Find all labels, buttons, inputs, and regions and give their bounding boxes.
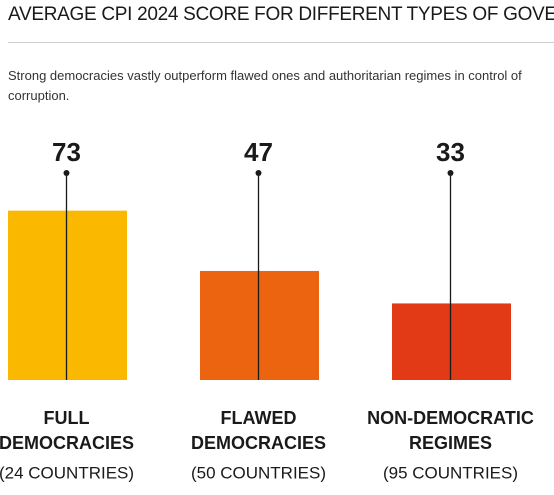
- category-label: FULL: [44, 408, 90, 428]
- leader-dot: [255, 170, 262, 176]
- category-label: REGIMES: [409, 433, 492, 453]
- chart-subtitle: Strong democracies vastly outperform fla…: [8, 68, 522, 103]
- category-note: (95 COUNTRIES): [383, 463, 518, 482]
- leader-dot: [63, 170, 70, 176]
- category-label: FLAWED: [221, 408, 297, 428]
- category-note: (24 COUNTRIES): [0, 463, 134, 482]
- category-label: NON-DEMOCRATIC: [367, 408, 534, 428]
- category-label: DEMOCRACIES: [191, 433, 326, 453]
- category-note: (50 COUNTRIES): [191, 463, 326, 482]
- chart-title: AVERAGE CPI 2024 SCORE FOR DIFFERENT TYP…: [8, 4, 554, 25]
- bar: [392, 303, 511, 380]
- leader-dot: [447, 170, 454, 176]
- category-label: DEMOCRACIES: [0, 433, 134, 453]
- value-label: 47: [244, 137, 273, 167]
- separator: [8, 42, 554, 43]
- bar: [8, 210, 127, 380]
- value-label: 73: [52, 137, 81, 167]
- value-label: 33: [436, 137, 465, 167]
- bar: [200, 270, 319, 380]
